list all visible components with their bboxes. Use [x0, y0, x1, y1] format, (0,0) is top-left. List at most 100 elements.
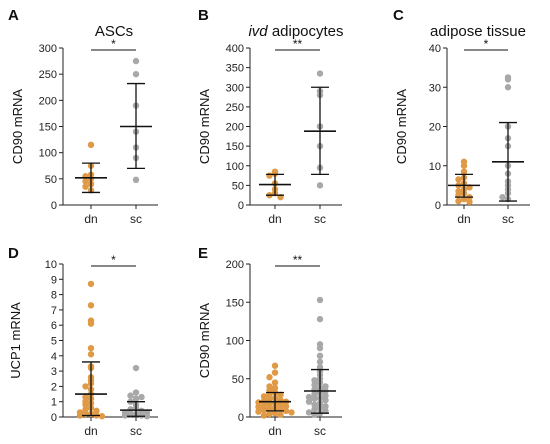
data-point-sc	[138, 393, 145, 401]
data-point-dn	[455, 197, 462, 205]
data-point-sc	[322, 383, 329, 390]
y-tick-label: 50	[232, 374, 244, 386]
x-tick-label: sc	[314, 424, 326, 438]
x-tick-label: sc	[130, 424, 142, 438]
y-tick-label: 0	[238, 412, 244, 424]
panel-title: ivd adipocytes	[248, 23, 343, 40]
y-tick-label: 10	[429, 161, 441, 173]
data-point-sc	[311, 377, 318, 384]
data-point-sc	[311, 395, 318, 402]
data-point-dn	[82, 410, 89, 418]
y-tick-label: 0	[51, 200, 57, 212]
y-tick-label: 30	[429, 82, 441, 94]
y-tick-label: 10	[45, 259, 57, 271]
data-point-dn	[82, 406, 89, 413]
data-point-sc	[322, 407, 329, 415]
data-point-dn	[277, 391, 284, 399]
y-tick-label: 3	[51, 366, 57, 378]
x-tick-label: dn	[268, 212, 281, 226]
data-point-sc	[311, 390, 318, 398]
data-point-dn	[288, 409, 295, 416]
panel-e: E CD90 mRNA 0 50 100 150 200 dn sc **	[197, 245, 342, 438]
panel-d: D UCP1 mRNA 0 1 2 3 4 5 6 7 8 9 10 dn sc *	[8, 245, 158, 438]
data-point-dn	[460, 162, 468, 169]
y-tick-label: 150	[39, 122, 57, 134]
y-tick-label: 350	[226, 63, 244, 75]
data-point-dn	[255, 399, 262, 406]
data-point-dn	[82, 383, 89, 390]
data-point-dn	[98, 413, 106, 420]
data-point-sc	[305, 393, 313, 401]
panel-letter: D	[8, 245, 19, 262]
data-point-dn	[266, 405, 273, 412]
x-tick-label: dn	[84, 212, 97, 226]
y-axis-label: CD90 mRNA	[10, 89, 25, 164]
data-point-sc	[132, 176, 140, 184]
data-point-sc	[322, 392, 329, 399]
data-point-sc	[316, 358, 324, 366]
y-tick-label: 250	[226, 102, 244, 114]
y-tick-label: 300	[39, 43, 57, 55]
data-point-sc	[132, 389, 140, 396]
data-point-dn	[282, 403, 290, 410]
data-point-sc	[132, 57, 140, 65]
y-tick-label: 9	[51, 274, 57, 286]
panel-title-text: ASCs	[95, 23, 133, 40]
data-point-sc	[499, 193, 506, 201]
y-tick-label: 20	[429, 122, 441, 134]
data-point-dn	[260, 412, 268, 419]
data-point-dn	[82, 393, 89, 401]
y-tick-label: 150	[226, 297, 244, 309]
significance-label: **	[293, 37, 303, 51]
data-point-dn	[76, 412, 84, 419]
significance-label: **	[293, 253, 303, 267]
data-point-sc	[127, 410, 134, 418]
data-point-sc	[316, 352, 324, 359]
panel-letter: E	[198, 245, 208, 262]
data-point-sc	[132, 395, 140, 402]
data-point-sc	[132, 364, 140, 372]
data-point-sc	[322, 403, 329, 410]
data-point-sc	[316, 70, 324, 77]
panel-title-italic: ivd	[248, 23, 271, 40]
panel-title: ASCs	[95, 23, 133, 40]
data-point-dn	[255, 408, 262, 415]
y-tick-label: 100	[226, 336, 244, 348]
y-tick-label: 50	[232, 180, 244, 192]
data-point-sc	[143, 413, 151, 420]
y-tick-label: 200	[226, 122, 244, 134]
data-point-dn	[87, 280, 95, 288]
x-tick-label: dn	[268, 424, 281, 438]
y-axis-label: CD90 mRNA	[394, 89, 409, 164]
data-point-dn	[87, 351, 95, 358]
data-point-dn	[271, 409, 279, 417]
data-point-dn	[87, 141, 95, 149]
y-tick-label: 6	[51, 320, 57, 332]
y-tick-label: 8	[51, 290, 57, 302]
data-point-sc	[311, 381, 318, 389]
data-point-sc	[138, 412, 145, 419]
data-point-sc	[132, 70, 140, 78]
data-point-sc	[311, 406, 318, 413]
y-tick-label: 50	[45, 174, 57, 186]
data-point-dn	[271, 170, 279, 177]
panel-letter: B	[198, 7, 209, 24]
y-tick-label: 200	[39, 95, 57, 107]
data-point-dn	[82, 401, 89, 408]
x-tick-label: sc	[130, 212, 142, 226]
y-tick-label: 7	[51, 305, 57, 317]
data-point-sc	[316, 182, 324, 189]
significance-label: *	[484, 37, 489, 51]
panel-a: A ASCs CD90 mRNA 0 50 100 150 200 250 300 dn sc *	[8, 7, 158, 226]
y-axis-label: CD90 mRNA	[197, 89, 212, 164]
y-tick-label: 400	[226, 43, 244, 55]
y-axis-label: CD90 mRNA	[197, 303, 212, 378]
data-point-dn	[271, 384, 279, 392]
panel-title: adipose tissue	[430, 23, 526, 40]
data-point-sc	[311, 411, 318, 418]
data-point-dn	[87, 320, 95, 327]
data-point-dn	[271, 362, 279, 369]
